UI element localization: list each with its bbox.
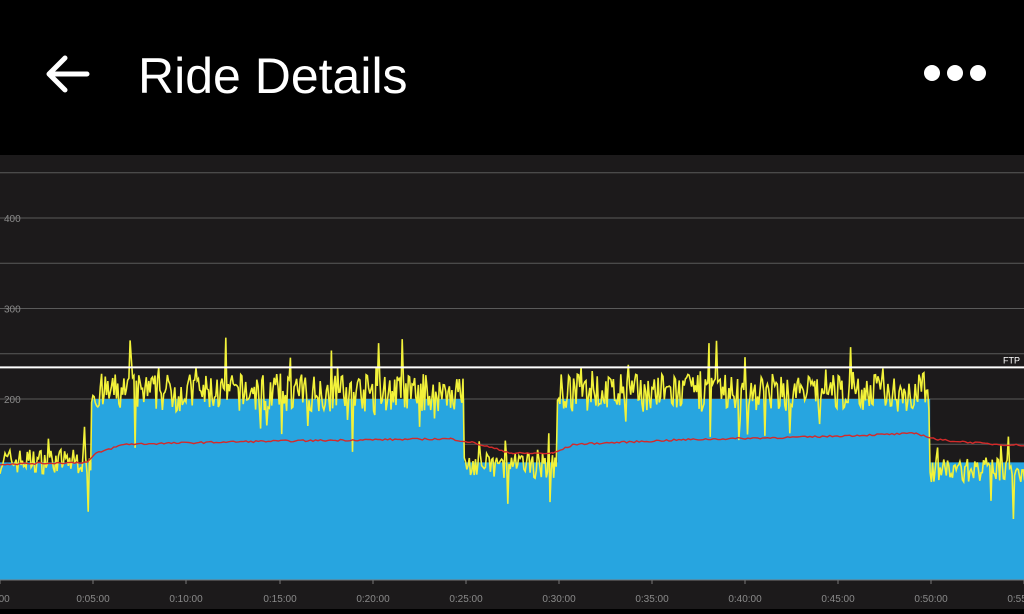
x-tick-label: 0:10:00 [169,594,203,605]
x-tick-label: 0:55:00 [1007,594,1024,605]
y-tick-label: 300 [4,305,21,316]
x-tick-label: 0:30:00 [542,594,576,605]
page-title: Ride Details [138,48,408,104]
ftp-label: FTP [1003,355,1020,365]
more-options-button[interactable] [918,50,992,100]
x-tick-label: 0:00 [0,594,10,605]
y-tick-label: 200 [4,395,21,406]
arrow-left-icon [43,49,93,104]
x-tick-label: 0:05:00 [76,594,110,605]
x-tick-label: 0:20:00 [356,594,390,605]
x-axis-strip [0,580,1024,609]
y-tick-label: 400 [4,214,21,225]
app-bar: Ride Details [0,0,1024,155]
target-power-area [0,399,1024,580]
power-line [0,337,1024,520]
power-chart-svg: FTP 200 300 400 0:00 0:05:00 0:10:00 0:15:00 0:2… [0,155,1024,609]
power-chart: FTP 200 300 400 0:00 0:05:00 0:10:00 0:15:00 0:2… [0,155,1024,609]
x-tick-label: 0:15:00 [263,594,297,605]
x-tick-label: 0:25:00 [449,594,483,605]
back-button[interactable] [40,48,96,104]
average-power-line [0,431,1024,466]
x-tick-label: 0:45:00 [821,594,855,605]
x-tick-label: 0:50:00 [914,594,948,605]
more-horizontal-icon [922,63,988,88]
x-tick-label: 0:35:00 [635,594,669,605]
x-tick-label: 0:40:00 [728,594,762,605]
